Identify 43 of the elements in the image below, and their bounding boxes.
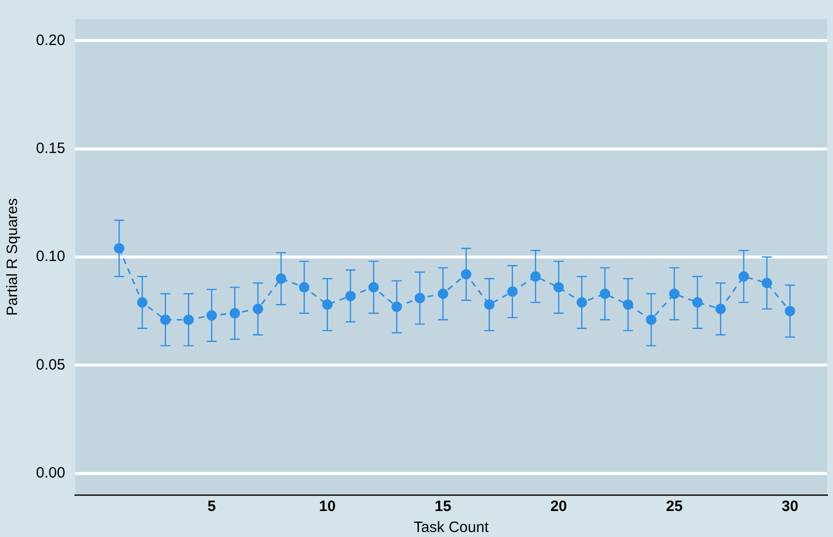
point bbox=[298, 282, 310, 293]
point bbox=[137, 297, 148, 308]
point bbox=[530, 271, 541, 282]
point bbox=[391, 302, 402, 312]
point bbox=[576, 297, 588, 308]
y-tick-label: 0.10 bbox=[36, 248, 66, 266]
point bbox=[368, 282, 379, 293]
point bbox=[507, 286, 518, 297]
y-tick-label: 0.05 bbox=[36, 356, 66, 374]
y-tick-label: 0.00 bbox=[36, 464, 66, 482]
point bbox=[252, 304, 264, 314]
x-tick-label: 30 bbox=[782, 498, 798, 516]
point bbox=[460, 269, 472, 280]
point bbox=[345, 290, 356, 302]
point bbox=[183, 314, 194, 325]
point bbox=[715, 304, 726, 314]
y-tick-label: 0.20 bbox=[36, 32, 66, 49]
x-tick-label: 20 bbox=[550, 498, 568, 516]
point bbox=[622, 299, 634, 310]
x-tick-label: 5 bbox=[208, 498, 216, 516]
point bbox=[669, 288, 680, 300]
point bbox=[322, 299, 333, 310]
x-tick-label: 25 bbox=[666, 498, 683, 516]
x-axis-title: Task Count bbox=[414, 519, 490, 536]
point bbox=[160, 314, 171, 325]
y-tick-label: 0.15 bbox=[36, 140, 66, 157]
point bbox=[553, 282, 564, 293]
point bbox=[600, 288, 610, 300]
point bbox=[692, 297, 703, 308]
point bbox=[762, 278, 772, 288]
x-tick-label: 15 bbox=[434, 498, 452, 516]
point bbox=[114, 243, 124, 254]
point bbox=[230, 308, 240, 319]
point bbox=[206, 310, 217, 321]
point bbox=[276, 273, 286, 284]
y-axis-title: Partial R Squares bbox=[4, 198, 22, 316]
point bbox=[738, 271, 749, 282]
point bbox=[414, 292, 426, 304]
point bbox=[646, 314, 656, 325]
point bbox=[784, 306, 796, 316]
x-tick-label: 10 bbox=[318, 498, 336, 516]
point bbox=[438, 288, 448, 300]
point bbox=[484, 299, 495, 310]
